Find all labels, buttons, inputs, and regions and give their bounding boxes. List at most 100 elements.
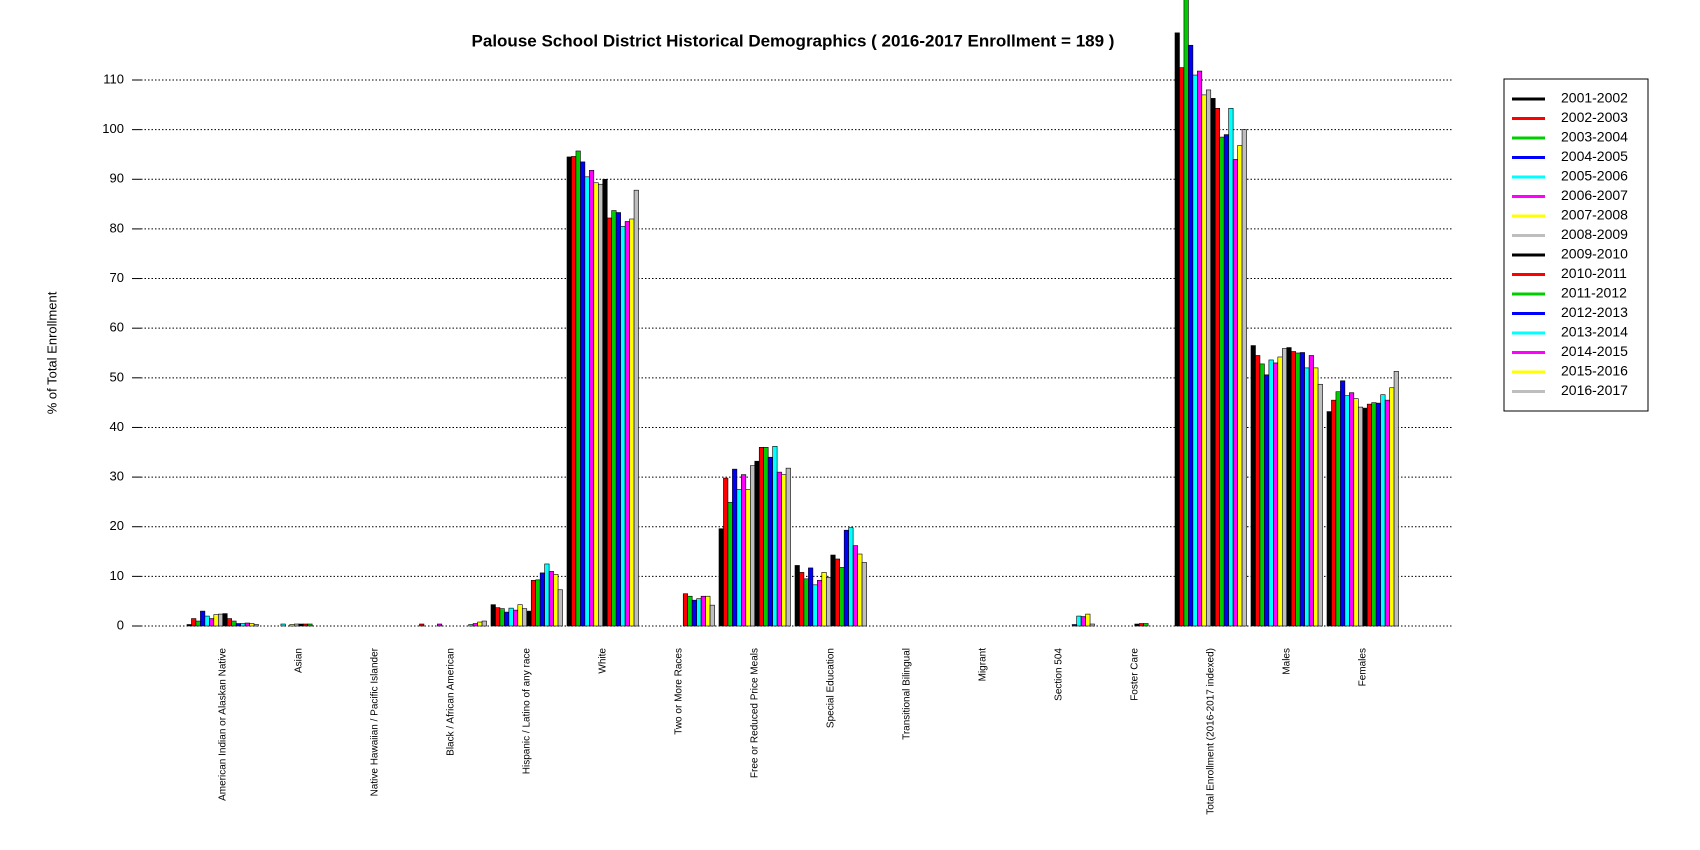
bar: [1281, 348, 1288, 627]
legend-label: 2010-2011: [1561, 265, 1627, 281]
x-tick-label: Transitional Bilingual: [901, 648, 912, 740]
bar: [1393, 371, 1399, 627]
bar: [1210, 98, 1216, 627]
bar: [1273, 362, 1279, 627]
bar: [575, 150, 581, 627]
bar: [1308, 355, 1314, 627]
x-tick-label: Females: [1357, 648, 1368, 686]
bar: [808, 567, 814, 627]
bar: [611, 210, 617, 627]
x-tick-label: Hispanic / Latino of any race: [521, 648, 532, 775]
bar: [817, 580, 823, 627]
y-tick-label: 100: [102, 121, 124, 136]
bar: [1366, 403, 1373, 627]
bar: [732, 468, 738, 627]
x-tick-label: Migrant: [977, 648, 988, 682]
legend-label: 2004-2005: [1561, 148, 1628, 164]
bar: [767, 456, 773, 627]
bar: [1295, 352, 1301, 627]
bar: [629, 218, 635, 627]
bar: [745, 489, 751, 627]
bar: [213, 614, 219, 627]
bar: [620, 226, 626, 627]
x-tick-label: Native Hawaiian / Pacific Islander: [369, 647, 380, 796]
x-tick-label: Two or More Races: [673, 648, 684, 735]
bar: [1371, 402, 1377, 627]
bar: [700, 595, 706, 627]
bar: [633, 189, 639, 627]
legend-box: [1503, 78, 1649, 412]
bar: [1188, 44, 1194, 627]
bar: [1232, 159, 1238, 627]
bar: [499, 608, 505, 627]
legend-label: 2003-2004: [1561, 129, 1628, 145]
legend-label: 2002-2003: [1561, 109, 1628, 125]
bar: [1264, 374, 1270, 627]
bar: [1331, 399, 1337, 627]
bar: [803, 578, 809, 627]
bar: [504, 611, 510, 627]
bar: [1174, 32, 1180, 627]
bar: [200, 610, 206, 627]
x-tick-label: Asian: [293, 648, 304, 673]
bar: [799, 572, 805, 627]
legend-label: 2009-2010: [1561, 246, 1628, 262]
bar: [472, 623, 478, 627]
bar: [861, 562, 867, 627]
bar: [1089, 623, 1095, 627]
bar: [513, 609, 519, 627]
bar: [691, 599, 697, 627]
bar: [186, 624, 192, 627]
bar: [718, 528, 724, 627]
bar: [736, 489, 742, 627]
bar: [682, 593, 689, 627]
bar: [1197, 70, 1203, 627]
y-tick-label: 70: [110, 270, 124, 285]
bar: [776, 471, 782, 627]
bar: [584, 176, 590, 627]
bar: [553, 574, 559, 627]
bar: [1268, 359, 1274, 627]
legend-label: 2012-2013: [1561, 304, 1628, 320]
bar: [535, 579, 541, 627]
bar: [557, 589, 563, 627]
bar: [1357, 406, 1364, 627]
bar: [821, 572, 827, 627]
x-tick-label: Foster Care: [1129, 648, 1140, 701]
chart-title: Palouse School District Historical Demog…: [472, 31, 1115, 50]
x-tick-label: American Indian or Alaskan Native: [217, 648, 228, 801]
legend-label: 2005-2006: [1561, 168, 1628, 184]
bar: [490, 604, 496, 627]
bar: [244, 622, 250, 627]
bar: [191, 618, 197, 627]
bar: [834, 558, 841, 627]
bar: [1389, 387, 1395, 627]
bar: [419, 623, 425, 627]
bar: [1375, 402, 1381, 627]
bar: [1228, 107, 1234, 627]
bar: [1349, 392, 1355, 627]
bar: [857, 553, 863, 627]
x-tick-label: Males: [1281, 648, 1292, 675]
bar: [195, 620, 201, 627]
bar: [1335, 391, 1341, 627]
y-tick-label: 90: [110, 171, 124, 186]
bar: [1183, 0, 1189, 627]
bar: [1134, 623, 1140, 627]
bar: [781, 474, 787, 627]
bar: [1179, 67, 1185, 627]
y-tick-label: 50: [110, 369, 124, 384]
bar: [615, 212, 621, 627]
bar: [852, 545, 858, 627]
legend-label: 2006-2007: [1561, 187, 1628, 203]
bar: [1353, 398, 1359, 627]
bar: [307, 623, 313, 627]
legend-label: 2013-2014: [1561, 324, 1628, 340]
bar: [1362, 407, 1368, 627]
bar: [571, 156, 577, 627]
bar: [521, 608, 528, 627]
bar: [437, 623, 443, 627]
bar: [517, 604, 523, 627]
bar: [1299, 352, 1305, 627]
bar: [530, 580, 537, 627]
